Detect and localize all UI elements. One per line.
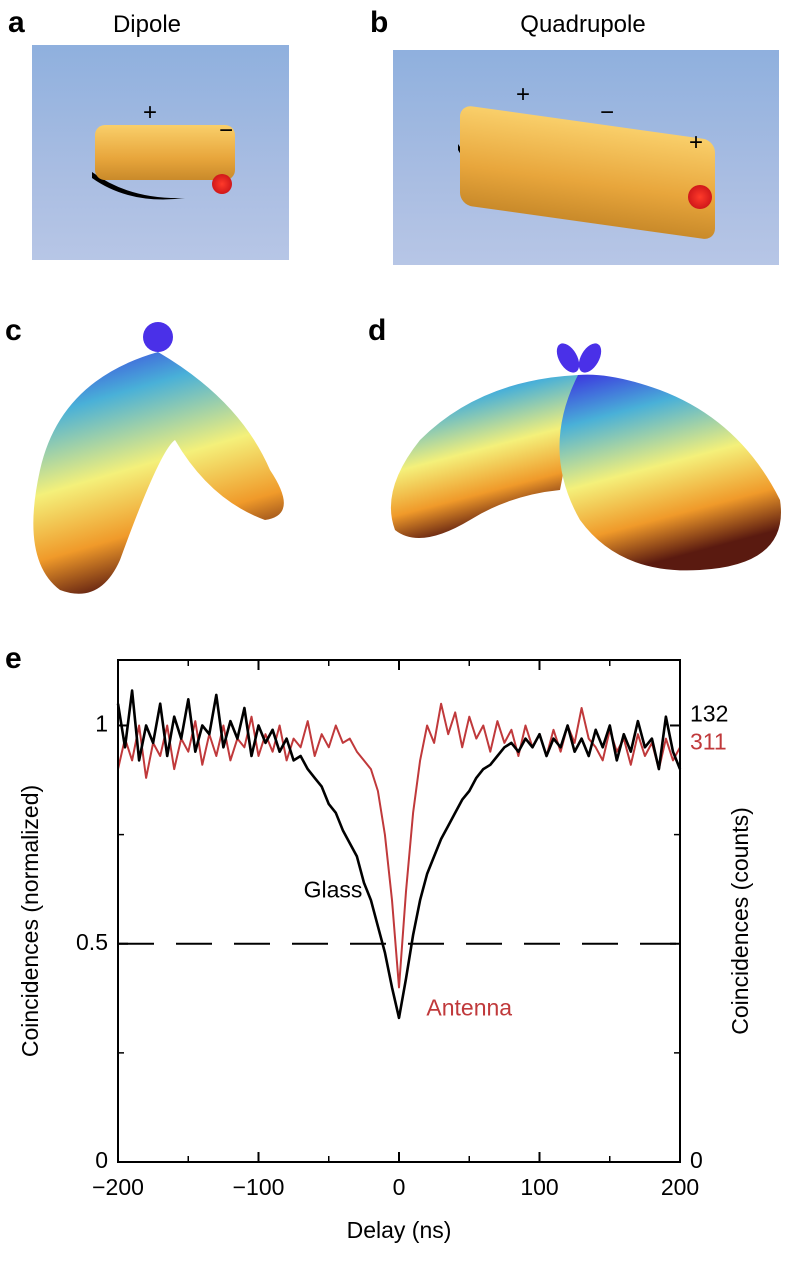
panel-letter: d (368, 314, 386, 347)
y3-tick-label: 311 (690, 728, 727, 754)
panel-letter: b (370, 6, 388, 39)
charge: + (689, 129, 703, 156)
panel-title: Quadrupole (520, 11, 645, 38)
series-annotation: Glass (304, 876, 363, 902)
x-tick-label: −200 (92, 1174, 144, 1200)
y-tick-label: 1 (95, 711, 108, 737)
panel-text: a Dipole + − b Quadrupole + − + c d e (5, 6, 703, 675)
y-axis-label: Coincidences (normalized) (17, 785, 43, 1057)
x-tick-label: −100 (233, 1174, 285, 1200)
y-tick-label: 0 (95, 1147, 108, 1173)
charge: + (143, 99, 157, 126)
panel-letter: a (8, 6, 25, 39)
y2-axis-label: Coincidences (counts) (727, 807, 753, 1035)
y2-tick-label: 132 (690, 701, 728, 727)
x-tick-label: 200 (661, 1174, 699, 1200)
plot-frame (117, 659, 681, 1163)
x-tick-label: 100 (520, 1174, 558, 1200)
charge: − (219, 117, 233, 144)
data-line (117, 702, 681, 989)
panel-title: Dipole (113, 11, 181, 38)
y2-tick-label: 0 (690, 1147, 703, 1173)
charge: − (600, 99, 614, 126)
quadrupole-radiation-pattern (390, 343, 781, 571)
charge: + (516, 81, 530, 108)
panel-letter: e (5, 642, 22, 675)
x-axis-label: Delay (ns) (347, 1217, 452, 1243)
x-tick-label: 0 (393, 1174, 406, 1200)
dipole-radiation-pattern (33, 322, 284, 594)
data-line (116, 689, 682, 1020)
panel-letter: c (5, 314, 22, 347)
quadrupole-illustration (393, 50, 779, 265)
series-annotation: Antenna (426, 994, 512, 1020)
dipole-illustration (32, 45, 289, 260)
y-tick-label: 0.5 (76, 929, 108, 955)
